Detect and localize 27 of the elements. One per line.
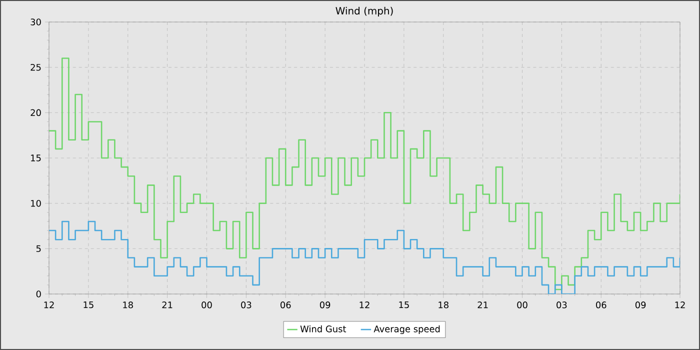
x-tick-label: 00 xyxy=(517,302,528,308)
x-tick-label: 12 xyxy=(675,302,685,308)
chart-title: Wind (mph) xyxy=(336,6,393,17)
y-tick-label: 30 xyxy=(30,18,41,26)
y-tick-label: 5 xyxy=(36,245,41,252)
x-tick-label: 09 xyxy=(635,302,646,308)
x-tick-label: 15 xyxy=(399,302,409,308)
x-tick-label: 03 xyxy=(241,302,252,308)
y-tick-label: 20 xyxy=(30,109,41,116)
x-tick-label: 12 xyxy=(360,302,370,308)
y-tick-label: 0 xyxy=(36,290,41,298)
x-tick-label: 09 xyxy=(320,302,330,308)
y-tick-label: 25 xyxy=(30,64,41,71)
legend-label: Wind Gust xyxy=(300,325,346,332)
x-tick-label: 06 xyxy=(596,302,606,308)
y-tick-label: 15 xyxy=(31,154,41,162)
x-tick-label: 06 xyxy=(280,302,291,308)
x-tick-label: 00 xyxy=(202,302,212,308)
x-tick-label: 12 xyxy=(44,302,54,308)
x-tick-label: 18 xyxy=(438,302,448,308)
x-tick-label: 21 xyxy=(162,302,172,308)
x-tick-label: 03 xyxy=(556,302,567,308)
y-tick-label: 10 xyxy=(31,200,41,207)
legend-label: Average speed xyxy=(374,325,440,334)
x-tick-label: 15 xyxy=(84,302,94,308)
x-tick-label: 21 xyxy=(478,302,488,308)
x-tick-label: 18 xyxy=(123,302,133,308)
